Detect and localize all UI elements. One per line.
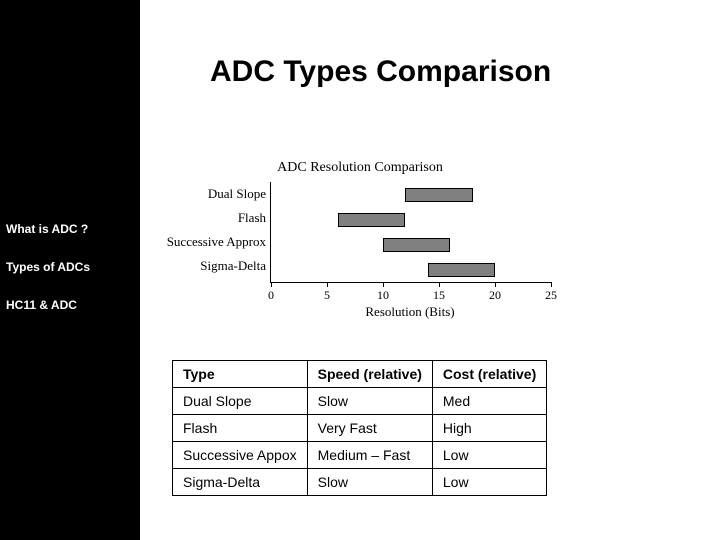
chart-plot: 0510152025 — [270, 182, 551, 283]
sidebar-item-what-is-adc[interactable]: What is ADC ? — [0, 222, 140, 236]
sidebar-item-label: HC11 & ADC — [6, 298, 77, 312]
table-row: Successive Appox Medium – Fast Low — [173, 442, 547, 469]
chart-tick-label: 20 — [489, 288, 501, 303]
table-row: Sigma-Delta Slow Low — [173, 469, 547, 496]
sidebar-item-label: What is ADC ? — [6, 222, 88, 236]
table-row: Dual Slope Slow Med — [173, 388, 547, 415]
chart-bar — [405, 188, 472, 202]
chart-ylabel: Successive Approx — [156, 234, 266, 250]
table-header: Type — [173, 361, 308, 388]
chart-bar — [383, 238, 450, 252]
table-cell: Dual Slope — [173, 388, 308, 415]
table-row: Flash Very Fast High — [173, 415, 547, 442]
table-cell: Medium – Fast — [307, 442, 432, 469]
chart-bar — [338, 213, 405, 227]
chart-ylabel: Sigma-Delta — [156, 258, 266, 274]
table-cell: Sigma-Delta — [173, 469, 308, 496]
chart-ylabel: Dual Slope — [156, 186, 266, 202]
slide: What is ADC ? Types of ADCs HC11 & ADC A… — [0, 0, 720, 540]
table-cell: Flash — [173, 415, 308, 442]
chart-tick-label: 0 — [268, 288, 274, 303]
page-title: ADC Types Comparison — [210, 55, 551, 89]
table-cell: Successive Appox — [173, 442, 308, 469]
table-cell: Med — [432, 388, 546, 415]
table-header: Speed (relative) — [307, 361, 432, 388]
chart-tick-label: 5 — [324, 288, 330, 303]
chart-tick — [439, 282, 440, 287]
chart-tick-label: 10 — [377, 288, 389, 303]
chart-tick — [383, 282, 384, 287]
sidebar-item-label: Types of ADCs — [6, 260, 90, 274]
table-cell: High — [432, 415, 546, 442]
sidebar-item-hc11-adc[interactable]: HC11 & ADC — [0, 298, 140, 312]
chart-title: ADC Resolution Comparison — [150, 160, 570, 176]
table-cell: Slow — [307, 469, 432, 496]
sidebar-item-types-of-adcs[interactable]: Types of ADCs — [0, 260, 140, 274]
table-header-row: Type Speed (relative) Cost (relative) — [173, 361, 547, 388]
comparison-table: Type Speed (relative) Cost (relative) Du… — [172, 360, 547, 496]
table-cell: Very Fast — [307, 415, 432, 442]
chart-bar — [428, 263, 495, 277]
table-cell: Slow — [307, 388, 432, 415]
chart-tick — [271, 282, 272, 287]
table-header: Cost (relative) — [432, 361, 546, 388]
chart-xlabel: Resolution (Bits) — [270, 304, 550, 320]
resolution-chart: ADC Resolution Comparison Dual Slope Fla… — [150, 160, 570, 320]
table-cell: Low — [432, 469, 546, 496]
chart-tick — [551, 282, 552, 287]
chart-tick-label: 25 — [545, 288, 557, 303]
table-cell: Low — [432, 442, 546, 469]
sidebar: What is ADC ? Types of ADCs HC11 & ADC — [0, 0, 140, 540]
chart-tick — [495, 282, 496, 287]
chart-ylabel: Flash — [156, 210, 266, 226]
chart-tick — [327, 282, 328, 287]
chart-tick-label: 15 — [433, 288, 445, 303]
